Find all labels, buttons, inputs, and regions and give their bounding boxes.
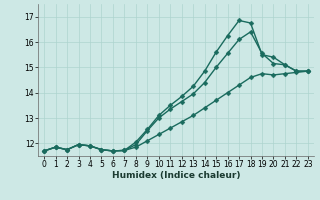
X-axis label: Humidex (Indice chaleur): Humidex (Indice chaleur) [112, 171, 240, 180]
